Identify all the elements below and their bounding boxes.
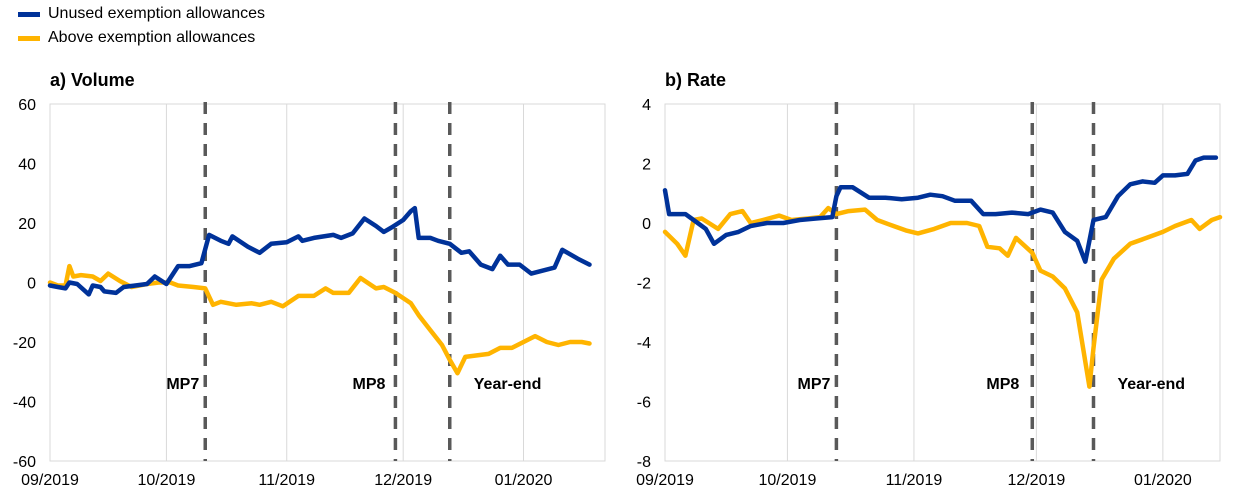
y-tick-label: -4 — [637, 335, 651, 352]
y-tick-label: -2 — [637, 276, 651, 293]
series-line-above — [47, 263, 592, 376]
y-tick-label: 40 — [18, 157, 36, 174]
y-tick-label: -8 — [637, 454, 651, 471]
x-tick-label: 12/2019 — [1007, 472, 1065, 489]
event-label: Year-end — [1117, 376, 1185, 393]
x-tick-label: 12/2019 — [374, 472, 432, 489]
chart-title: b) Rate — [665, 70, 726, 90]
x-tick-label: 01/2020 — [495, 472, 553, 489]
x-tick-label: 11/2019 — [886, 472, 943, 489]
y-tick-label: 60 — [18, 97, 36, 114]
x-tick-label: 10/2019 — [138, 472, 196, 489]
event-label: MP7 — [797, 376, 830, 393]
chart-panel-2: b) Rate 4 2 0 -2 -4 -6 -809/2019 10/2019 11/2019 1… — [636, 70, 1223, 489]
event-label: MP8 — [986, 376, 1019, 393]
x-tick-label: 11/2019 — [258, 472, 315, 489]
x-tick-label: 09/2019 — [21, 472, 79, 489]
legend: Unused exemption allowances Above exempt… — [18, 2, 265, 50]
x-tick-label: 10/2019 — [759, 472, 817, 489]
series-line-unused — [47, 205, 592, 297]
series-line-unused — [662, 155, 1219, 264]
series-line-above — [662, 205, 1223, 389]
y-tick-label: 20 — [18, 216, 36, 233]
y-tick-label: -20 — [13, 335, 36, 352]
y-tick-label: -60 — [13, 454, 36, 471]
x-tick-label: 09/2019 — [636, 472, 694, 489]
y-tick-label: 2 — [642, 157, 651, 174]
legend-label-above: Above exemption allowances — [48, 29, 256, 46]
event-label: MP7 — [166, 376, 199, 393]
plot-frame — [664, 103, 1221, 462]
plot-frame — [49, 103, 606, 462]
legend-swatch-above — [18, 35, 40, 41]
x-tick-label: 01/2020 — [1134, 472, 1192, 489]
legend-swatch-unused — [18, 11, 40, 17]
y-tick-label: -40 — [13, 395, 36, 412]
chart-title: a) Volume — [50, 70, 135, 90]
legend-label-unused: Unused exemption allowances — [48, 5, 266, 22]
y-tick-label: 4 — [642, 97, 651, 114]
y-tick-label: -6 — [637, 395, 651, 412]
y-tick-label: 0 — [642, 216, 651, 233]
legend-item-above: Above exemption allowances — [18, 26, 265, 50]
event-label: MP8 — [353, 376, 386, 393]
y-tick-label: 0 — [27, 276, 36, 293]
legend-item-unused: Unused exemption allowances — [18, 2, 265, 26]
event-label: Year-end — [474, 376, 542, 393]
